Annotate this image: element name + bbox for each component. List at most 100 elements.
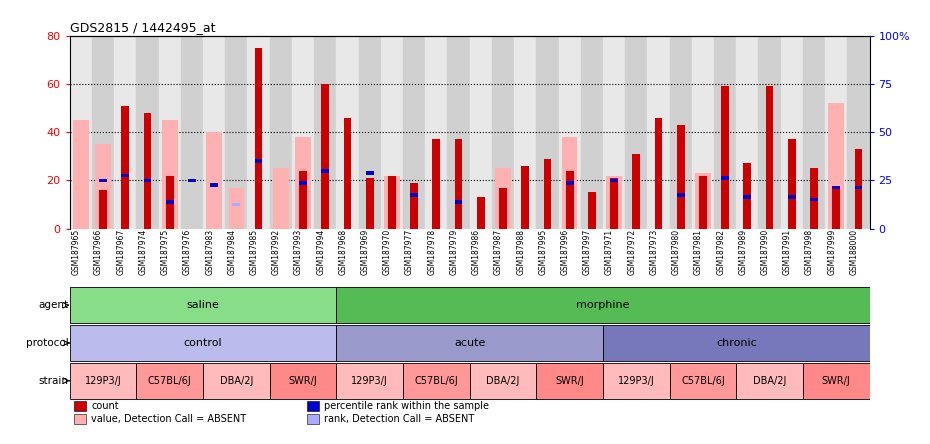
Bar: [388, 175, 396, 229]
Text: C57BL/6J: C57BL/6J: [681, 376, 724, 386]
Bar: [692, 36, 714, 229]
Bar: [565, 170, 574, 229]
Text: GSM187987: GSM187987: [494, 229, 503, 275]
Text: GSM187997: GSM187997: [583, 229, 591, 275]
Bar: [403, 363, 470, 399]
Bar: [470, 363, 537, 399]
Bar: [270, 36, 292, 229]
Bar: [322, 169, 329, 173]
Bar: [210, 183, 218, 187]
Text: GSM187966: GSM187966: [94, 229, 103, 275]
Bar: [670, 363, 737, 399]
Bar: [737, 363, 803, 399]
Text: acute: acute: [454, 338, 485, 348]
Text: value, Detection Call = ABSENT: value, Detection Call = ABSENT: [91, 414, 246, 424]
Bar: [803, 363, 870, 399]
Bar: [603, 363, 670, 399]
Bar: [625, 36, 647, 229]
Bar: [143, 178, 152, 182]
Text: C57BL/6J: C57BL/6J: [415, 376, 458, 386]
Bar: [470, 36, 492, 229]
Bar: [137, 36, 159, 229]
Text: 129P3/J: 129P3/J: [85, 376, 122, 386]
Bar: [206, 132, 222, 229]
Bar: [588, 192, 596, 229]
Bar: [522, 166, 529, 229]
Bar: [699, 175, 707, 229]
Bar: [647, 36, 670, 229]
Bar: [337, 363, 403, 399]
Text: GSM187973: GSM187973: [649, 229, 658, 275]
Bar: [137, 363, 203, 399]
Bar: [847, 36, 870, 229]
Bar: [73, 120, 88, 229]
Bar: [403, 36, 425, 229]
Text: control: control: [184, 338, 222, 348]
Bar: [203, 36, 225, 229]
Bar: [295, 137, 311, 229]
Bar: [410, 183, 418, 229]
Bar: [365, 171, 374, 175]
Bar: [825, 36, 847, 229]
Bar: [337, 287, 870, 323]
Text: GSM187986: GSM187986: [472, 229, 481, 275]
Bar: [447, 36, 470, 229]
Text: GSM187984: GSM187984: [227, 229, 236, 275]
Text: GSM188000: GSM188000: [849, 229, 858, 275]
Text: chronic: chronic: [716, 338, 757, 348]
Bar: [122, 106, 129, 229]
Text: GSM187998: GSM187998: [805, 229, 814, 275]
Text: GSM187969: GSM187969: [361, 229, 370, 275]
Text: GSM187993: GSM187993: [294, 229, 303, 275]
Bar: [70, 325, 337, 361]
Text: GSM187989: GSM187989: [738, 229, 748, 275]
Text: GSM187988: GSM187988: [516, 229, 525, 275]
Bar: [803, 36, 825, 229]
Bar: [492, 36, 514, 229]
Bar: [380, 36, 403, 229]
Bar: [499, 188, 507, 229]
Bar: [743, 163, 751, 229]
Bar: [810, 168, 817, 229]
Text: GSM187995: GSM187995: [538, 229, 548, 275]
Text: strain: strain: [39, 376, 69, 386]
Bar: [737, 36, 759, 229]
Text: GSM187994: GSM187994: [316, 229, 326, 275]
Bar: [537, 363, 603, 399]
Bar: [225, 36, 247, 229]
Bar: [384, 175, 400, 229]
Bar: [606, 175, 622, 229]
Text: SWR/J: SWR/J: [822, 376, 851, 386]
Bar: [829, 103, 844, 229]
Bar: [562, 137, 578, 229]
Text: 129P3/J: 129P3/J: [618, 376, 655, 386]
Bar: [273, 168, 288, 229]
Bar: [455, 139, 462, 229]
Bar: [70, 363, 137, 399]
Bar: [322, 84, 329, 229]
Bar: [292, 36, 314, 229]
Text: GSM187979: GSM187979: [449, 229, 458, 275]
Text: GSM187975: GSM187975: [161, 229, 169, 275]
Bar: [832, 186, 840, 190]
Text: GSM187990: GSM187990: [761, 229, 770, 275]
Bar: [514, 36, 537, 229]
Bar: [537, 36, 559, 229]
Bar: [677, 125, 684, 229]
Bar: [166, 200, 174, 204]
Bar: [166, 175, 174, 229]
Bar: [314, 36, 337, 229]
Bar: [100, 178, 107, 182]
Text: GSM187976: GSM187976: [183, 229, 192, 275]
Bar: [255, 48, 262, 229]
Bar: [232, 203, 240, 206]
Bar: [70, 36, 92, 229]
Bar: [495, 168, 511, 229]
Text: GSM187981: GSM187981: [694, 229, 703, 275]
Bar: [780, 36, 803, 229]
Text: GSM187970: GSM187970: [383, 229, 392, 275]
Bar: [70, 287, 337, 323]
Text: percentile rank within the sample: percentile rank within the sample: [324, 401, 488, 411]
Bar: [229, 188, 245, 229]
Text: GSM187978: GSM187978: [427, 229, 436, 275]
